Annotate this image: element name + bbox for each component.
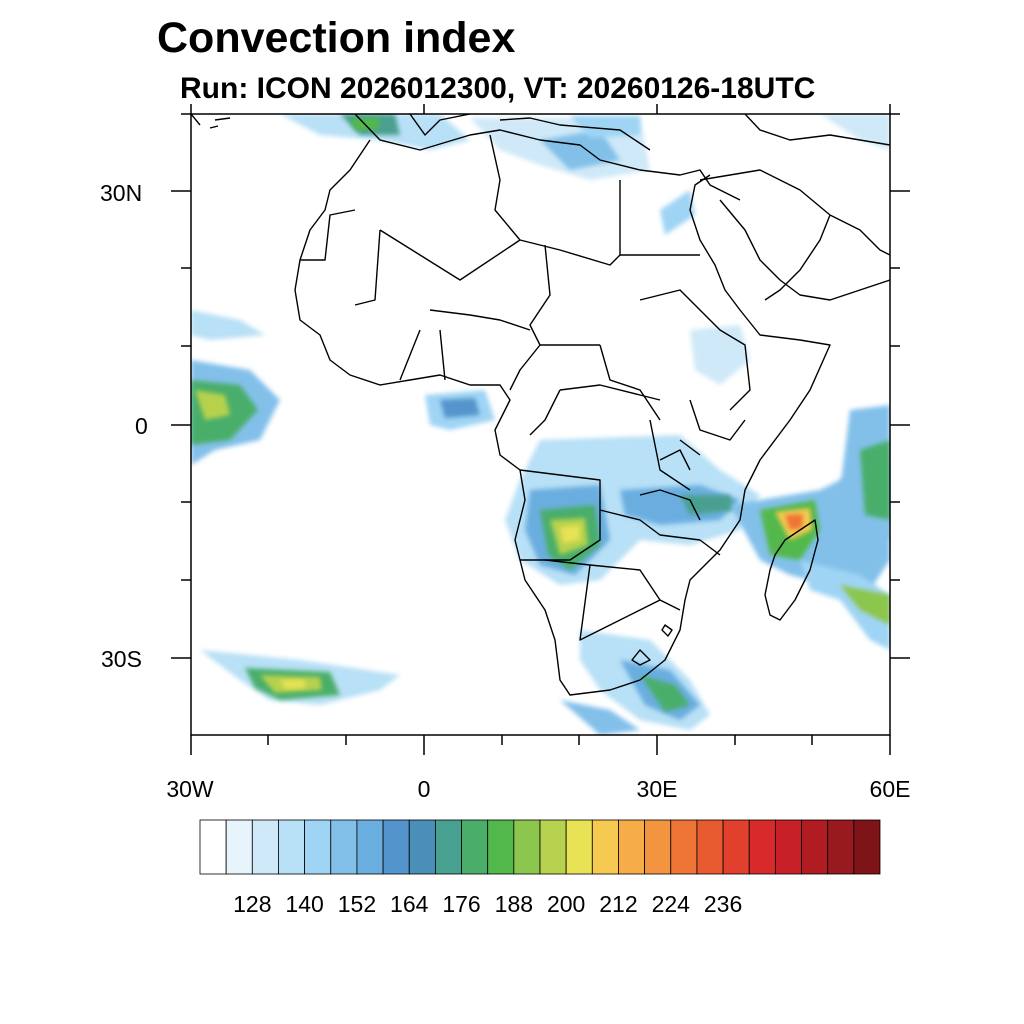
- colorbar-tick-label: 188: [495, 891, 533, 917]
- colorbar-tick-label: 140: [285, 891, 323, 917]
- lat-label-0: 0: [135, 413, 148, 439]
- colorbar-box: [278, 819, 306, 875]
- colorbar-tick-label: 236: [704, 891, 742, 917]
- colorbar-box: [251, 819, 279, 875]
- colorbar-box: [565, 819, 593, 875]
- colorbar-tick-label: 176: [442, 891, 480, 917]
- colorbar-box: [722, 819, 750, 875]
- colorbar-box: [748, 819, 776, 875]
- lon-label-30e: 30E: [636, 776, 678, 802]
- lat-label-30s: 30S: [101, 646, 142, 672]
- colorbar-tick-label: 152: [338, 891, 376, 917]
- colorbar-tick-label: 212: [599, 891, 637, 917]
- colorbar-box: [304, 819, 332, 875]
- colorbar-box: [408, 819, 436, 875]
- colorbar-tick-label: 164: [390, 891, 429, 917]
- axis-ticks: [171, 104, 910, 755]
- lon-label-60e: 60E: [869, 776, 911, 802]
- colorbar-box: [618, 819, 646, 875]
- colorbar-box: [330, 819, 358, 875]
- colorbar-tick-label: 200: [547, 891, 585, 917]
- colorbar-box: [199, 819, 227, 875]
- colorbar-box: [591, 819, 619, 875]
- colorbar-box: [774, 819, 802, 875]
- lat-label-30n: 30N: [100, 180, 143, 206]
- colorbar-box: [670, 819, 698, 875]
- colorbar-box: [434, 819, 462, 875]
- coastlines-and-borders: [191, 114, 890, 696]
- chart-title: Convection index: [157, 14, 516, 62]
- colorbar-box: [461, 819, 489, 875]
- chart-subtitle: Run: ICON 2026012300, VT: 20260126-18UTC: [180, 72, 816, 105]
- colorbar-boxes: [199, 819, 881, 875]
- colorbar-box: [827, 819, 855, 875]
- colorbar-box: [356, 819, 384, 875]
- colorbar-box: [539, 819, 567, 875]
- colorbar-box: [225, 819, 253, 875]
- colorbar-box: [382, 819, 410, 875]
- colorbar-box: [853, 819, 881, 875]
- colorbar-tick-label: 224: [652, 891, 691, 917]
- colorbar-box: [644, 819, 672, 875]
- colorbar-tick-label: 128: [233, 891, 271, 917]
- lon-label-30w: 30W: [166, 776, 214, 802]
- convection-field: [191, 114, 890, 735]
- colorbar-box: [696, 819, 724, 875]
- colorbar-box: [487, 819, 515, 875]
- colorbar-labels: 128 140 152 164 176 188 200 212 224 236: [233, 891, 742, 917]
- colorbar-box: [801, 819, 829, 875]
- colorbar-box: [513, 819, 541, 875]
- lon-label-0: 0: [417, 776, 431, 802]
